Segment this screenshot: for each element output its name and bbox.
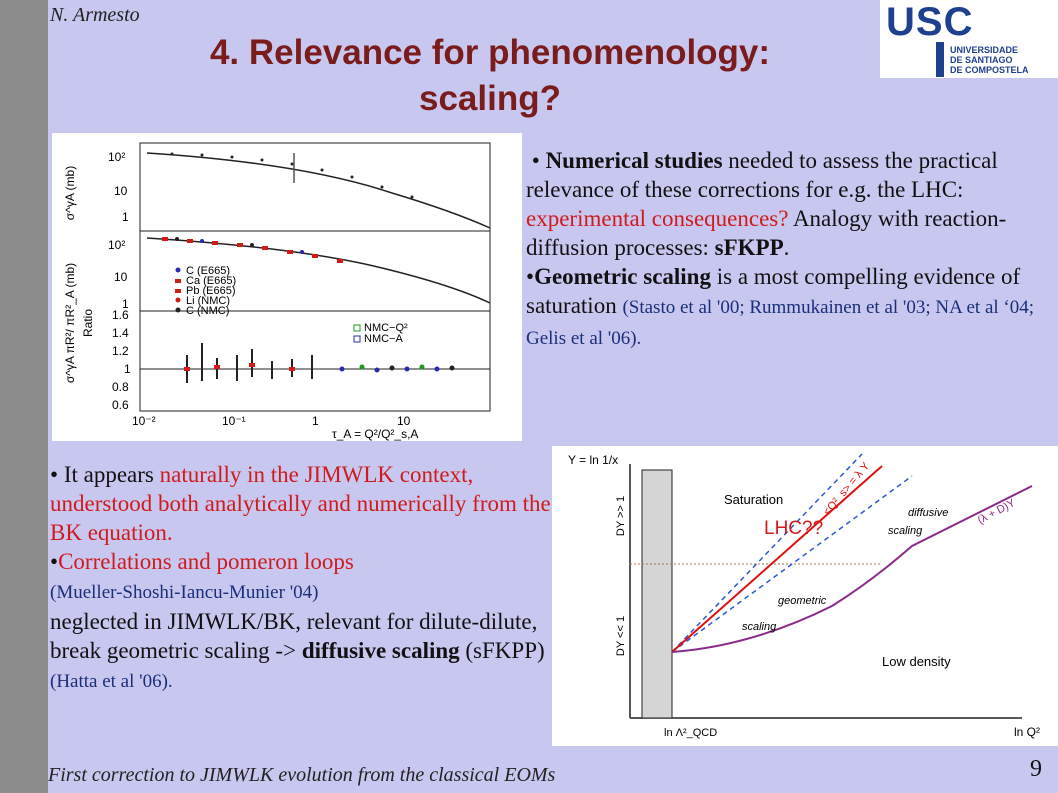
- logo-bar: [936, 42, 944, 77]
- region-saturation: Saturation: [724, 492, 783, 507]
- p2-tick-0: 10²: [108, 238, 125, 252]
- lb2-red: Correlations and pomeron loops: [58, 549, 354, 574]
- logo-sub-3: DE COMPOSTELA: [950, 65, 1029, 75]
- left-bullet-1: • It appears naturally in the JIMWLK con…: [50, 462, 551, 545]
- footer-note: First correction to JIMWLK evolution fro…: [48, 764, 556, 786]
- x-tick-1: 10⁻¹: [222, 414, 246, 428]
- red-saturation-line: [671, 465, 883, 653]
- rb1-rest2: Analogy with reaction-diffusion processe…: [526, 206, 1007, 260]
- lb2-ref: (Mueller-Shoshi-Iancu-Munier '04): [50, 582, 319, 603]
- p2-ylabel: σ^γA πR²/ πR²_A (mb): [63, 263, 77, 383]
- p1-curve: [146, 152, 491, 229]
- p3-tick-2: 1.2: [112, 344, 129, 358]
- p3-tick-0: 1.6: [112, 308, 129, 322]
- legend-1: C (E665) Ca (E665) Pb (E665) Li (NMC) C …: [175, 265, 236, 317]
- p3-tick-5: 0.6: [112, 398, 129, 412]
- purple-curve: [671, 485, 1033, 653]
- scaling-label-1: scaling: [888, 525, 923, 537]
- x-tick-3: 10: [397, 414, 411, 428]
- p1-ylabel: σ^γA (mb): [63, 166, 77, 220]
- rb1-rest: needed to assess the practical relevance…: [526, 148, 998, 202]
- right-bullet-2: •Geometric scaling is a most compelling …: [526, 264, 1035, 349]
- legend2-0: NMC−Q²: [364, 322, 408, 334]
- logo-sub-1: UNIVERSIDADE: [950, 45, 1019, 55]
- x-label: τ_A = Q²/Q²_s,A: [332, 427, 418, 441]
- legend1-0: C (E665): [186, 265, 230, 277]
- lb2-rest: neglected in JIMWLK/BK, relevant for dil…: [50, 609, 538, 663]
- legend-2: NMC−Q² NMC−A: [353, 322, 408, 345]
- p1-tick-0: 10²: [108, 150, 125, 164]
- p3-tick-1: 1.4: [112, 326, 129, 340]
- dy-bottom: DY << 1: [615, 616, 627, 656]
- left-bullets: • It appears naturally in the JIMWLK con…: [50, 460, 560, 696]
- rb2-bold: Geometric scaling: [534, 264, 711, 289]
- p1-tick-1: 10: [114, 184, 128, 198]
- p1-points: [170, 152, 414, 199]
- lb2-rest2: (sFKPP): [459, 638, 545, 663]
- blue-dashed-1: [671, 453, 863, 653]
- logo-sub-2: DE SANTIAGO: [950, 55, 1013, 65]
- grey-band: [641, 469, 673, 719]
- p3-ylabel: Ratio: [81, 309, 95, 337]
- x-tick-2: 1: [312, 414, 319, 428]
- right-bullets: • Numerical studies needed to assess the…: [526, 146, 1056, 353]
- formula-2: (λ + D)Y: [976, 497, 1018, 527]
- scaling-label-2: scaling: [742, 621, 777, 633]
- lb1-start: It appears: [63, 462, 160, 487]
- p3-tick-3: 1: [124, 362, 131, 376]
- p3-tick-4: 0.8: [112, 380, 129, 394]
- rb2-rest: is a most compelling evidence of saturat…: [526, 264, 1021, 318]
- left-sidebar-bar: [0, 0, 48, 793]
- legend1-2: Pb (E665): [186, 285, 236, 297]
- rb1-bold: Numerical studies: [545, 148, 723, 173]
- x-axis-label: ln Q²: [1014, 725, 1040, 739]
- p2-tick-2: 1: [122, 297, 129, 311]
- p1-tick-2: 1: [122, 210, 129, 224]
- legend1-3: Li (NMC): [186, 295, 230, 307]
- page-number: 9: [1030, 756, 1042, 782]
- p3-points: [184, 363, 455, 373]
- right-bullet-1: • Numerical studies needed to assess the…: [526, 148, 1007, 260]
- phase-diagram: Y = ln 1/x ln Q² ln Λ²_QCD DY >> 1 DY <<…: [552, 446, 1058, 746]
- dy-top: DY >> 1: [615, 496, 627, 536]
- region-low-density: Low density: [882, 654, 951, 669]
- usc-logo: USC UNIVERSIDADE DE SANTIAGO DE COMPOSTE…: [880, 0, 1058, 78]
- scaling-figure: 10² 10 1 10² 10 1 1.6 1.4 1.2 1 0.8 0.6 …: [52, 133, 522, 441]
- rb1-red: experimental consequences?: [526, 206, 789, 231]
- slide-title: 4. Relevance for phenomenology: scaling?: [60, 30, 920, 122]
- y-axis-label: Y = ln 1/x: [568, 453, 618, 467]
- diffusive-label: diffusive: [908, 507, 948, 519]
- lb1-red: naturally in the JIMWLK context, underst…: [50, 462, 551, 545]
- rb1-end: .: [783, 235, 790, 260]
- legend1-4: C (NMC): [186, 305, 229, 317]
- left-bullet-2: •Correlations and pomeron loops (Mueller-…: [50, 549, 545, 692]
- author-name: N. Armesto: [50, 4, 140, 26]
- p2-curve: [146, 237, 491, 304]
- lb2-ref2: (Hatta et al '06).: [50, 671, 173, 692]
- logo-subtitle: UNIVERSIDADE DE SANTIAGO DE COMPOSTELA: [950, 45, 1029, 75]
- p2-points: [162, 237, 343, 263]
- rb2-refs: (Stasto et al '00; Rummukainen et al '03…: [526, 297, 1035, 349]
- title-line-1: 4. Relevance for phenomenology:: [209, 33, 771, 72]
- geometric-label: geometric: [778, 595, 827, 607]
- p2-tick-1: 10: [114, 270, 128, 284]
- legend2-1: NMC−A: [364, 333, 403, 345]
- blue-dashed-2: [671, 475, 913, 653]
- logo-text: USC: [886, 0, 974, 44]
- x-tick-0: 10⁻²: [132, 414, 156, 428]
- legend1-1: Ca (E665): [186, 275, 236, 287]
- x-origin-label: ln Λ²_QCD: [664, 727, 717, 739]
- lb2-bold: diffusive scaling: [301, 638, 460, 663]
- title-line-2: scaling?: [419, 79, 561, 118]
- rb1-bold2: sFKPP: [714, 235, 784, 260]
- lhc-label: LHC??: [764, 518, 823, 539]
